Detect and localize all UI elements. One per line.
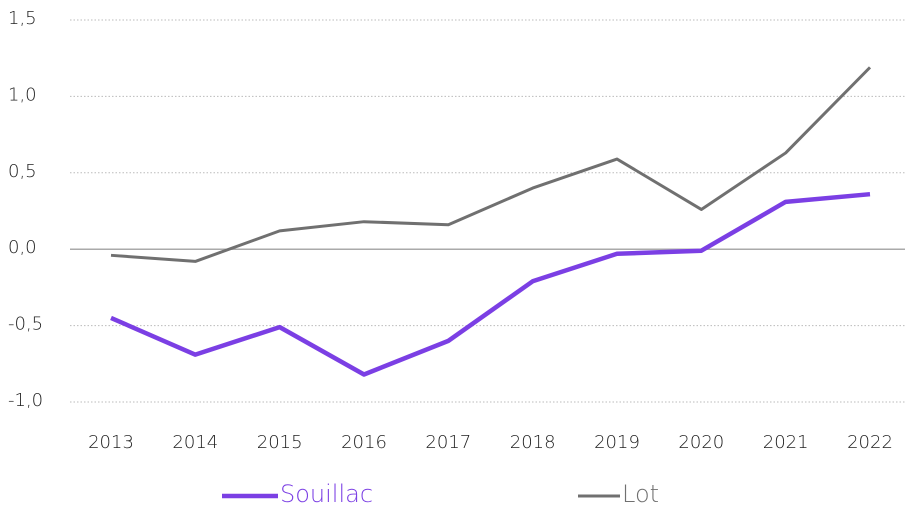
x-tick-label: 2020 xyxy=(678,432,724,453)
y-tick-label: 0,0 xyxy=(8,237,37,258)
y-tick-label: 0,5 xyxy=(8,161,37,182)
y-tick-label: 1,0 xyxy=(8,84,37,105)
x-tick-label: 2013 xyxy=(88,432,134,453)
x-tick-label: 2014 xyxy=(172,432,218,453)
series-line xyxy=(110,191,871,377)
series-line xyxy=(110,66,872,263)
legend-label: Souillac xyxy=(280,480,373,508)
x-tick-label: 2016 xyxy=(341,432,387,453)
x-tick-label: 2019 xyxy=(594,432,640,453)
y-tick-label: -0,5 xyxy=(8,314,43,335)
legend-label: Lot xyxy=(622,480,659,508)
x-tick-label: 2015 xyxy=(257,432,303,453)
y-tick-label: 1,5 xyxy=(8,8,37,29)
x-tick-label: 2017 xyxy=(425,432,471,453)
y-tick-label: -1,0 xyxy=(8,390,43,411)
x-tick-label: 2018 xyxy=(510,432,556,453)
x-tick-label: 2021 xyxy=(763,432,809,453)
x-tick-label: 2022 xyxy=(847,432,893,453)
